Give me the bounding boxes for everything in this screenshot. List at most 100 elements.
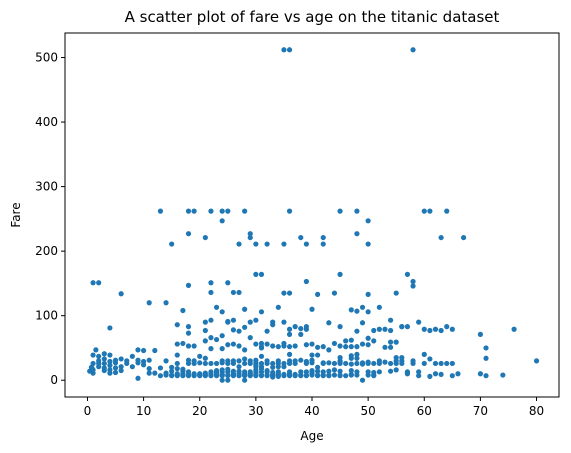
x-tick-label: 70 [473, 404, 488, 418]
data-point [225, 358, 231, 364]
data-point [258, 360, 265, 367]
data-point [270, 343, 276, 349]
data-point [253, 317, 259, 323]
x-tick-label: 30 [248, 404, 263, 418]
data-point [359, 377, 366, 383]
data-point [191, 208, 197, 214]
data-point [326, 347, 332, 353]
data-point [376, 304, 382, 310]
scatter-points [87, 47, 540, 383]
data-point [275, 358, 281, 364]
data-point [225, 318, 231, 325]
data-point [533, 358, 540, 364]
data-point [213, 336, 220, 343]
data-point [180, 307, 186, 314]
data-point [348, 371, 354, 378]
data-point [315, 368, 321, 374]
data-point [444, 208, 450, 214]
data-point [365, 369, 371, 375]
data-point [107, 367, 113, 373]
data-point [354, 344, 360, 350]
data-point [135, 347, 141, 353]
data-point [444, 360, 450, 367]
data-point [354, 355, 360, 361]
x-tick-label: 20 [192, 404, 207, 418]
data-point [331, 290, 338, 296]
data-point [174, 371, 180, 377]
data-point [286, 331, 293, 337]
data-point [242, 306, 248, 312]
data-point [365, 309, 371, 315]
data-point [315, 364, 321, 370]
data-point [275, 369, 281, 375]
data-point [309, 306, 315, 312]
data-point [129, 353, 135, 359]
data-point [449, 360, 455, 367]
data-point [281, 319, 287, 325]
data-point [376, 358, 382, 364]
data-point [213, 367, 220, 374]
data-point [331, 372, 338, 378]
data-point [444, 324, 450, 330]
data-point [101, 365, 107, 371]
chart-title: A scatter plot of fare vs age on the tit… [125, 8, 500, 26]
data-point [343, 360, 349, 367]
data-point [359, 304, 366, 310]
data-point [348, 367, 354, 374]
data-point [258, 309, 265, 315]
data-point [242, 369, 248, 375]
y-tick-label: 0 [50, 373, 58, 387]
data-point [432, 360, 439, 367]
data-point [382, 326, 388, 332]
data-point [208, 280, 214, 286]
data-point [253, 341, 259, 347]
data-point [348, 337, 354, 343]
data-point [410, 47, 416, 53]
data-point [303, 358, 309, 365]
data-point [146, 357, 152, 363]
data-point [236, 368, 242, 374]
data-point [337, 355, 343, 361]
data-point [303, 278, 309, 285]
data-point [242, 208, 248, 214]
data-point [264, 328, 270, 334]
data-point [376, 369, 382, 375]
data-point [365, 342, 371, 348]
data-point [354, 369, 360, 375]
data-point [208, 317, 214, 323]
data-point [286, 351, 293, 357]
data-point [202, 355, 208, 361]
y-tick-label: 500 [35, 51, 58, 65]
data-point [191, 371, 197, 377]
data-point [354, 351, 360, 357]
data-point [320, 369, 326, 375]
data-point [359, 341, 366, 347]
data-point [90, 360, 96, 367]
data-point [309, 352, 315, 358]
data-point [185, 357, 192, 363]
data-point [315, 291, 321, 297]
data-point [124, 358, 130, 364]
data-point [242, 356, 248, 362]
data-point [270, 369, 276, 376]
data-point [359, 360, 366, 366]
data-point [202, 370, 208, 376]
data-point [202, 338, 208, 344]
data-point [242, 377, 248, 383]
data-point [286, 326, 293, 332]
data-point [298, 331, 304, 337]
data-point [337, 368, 343, 374]
data-point [298, 369, 304, 375]
x-axis: 0 10 20 30 40 50 60 70 80 [84, 397, 544, 418]
data-point [326, 360, 332, 366]
data-point [326, 368, 332, 374]
data-point [219, 309, 225, 315]
y-tick-label: 400 [35, 115, 58, 129]
data-point [309, 367, 315, 374]
data-point [146, 300, 152, 306]
data-point [157, 208, 164, 214]
data-point [90, 352, 96, 358]
data-point [236, 241, 242, 247]
data-point [264, 341, 270, 347]
data-point [96, 353, 102, 359]
